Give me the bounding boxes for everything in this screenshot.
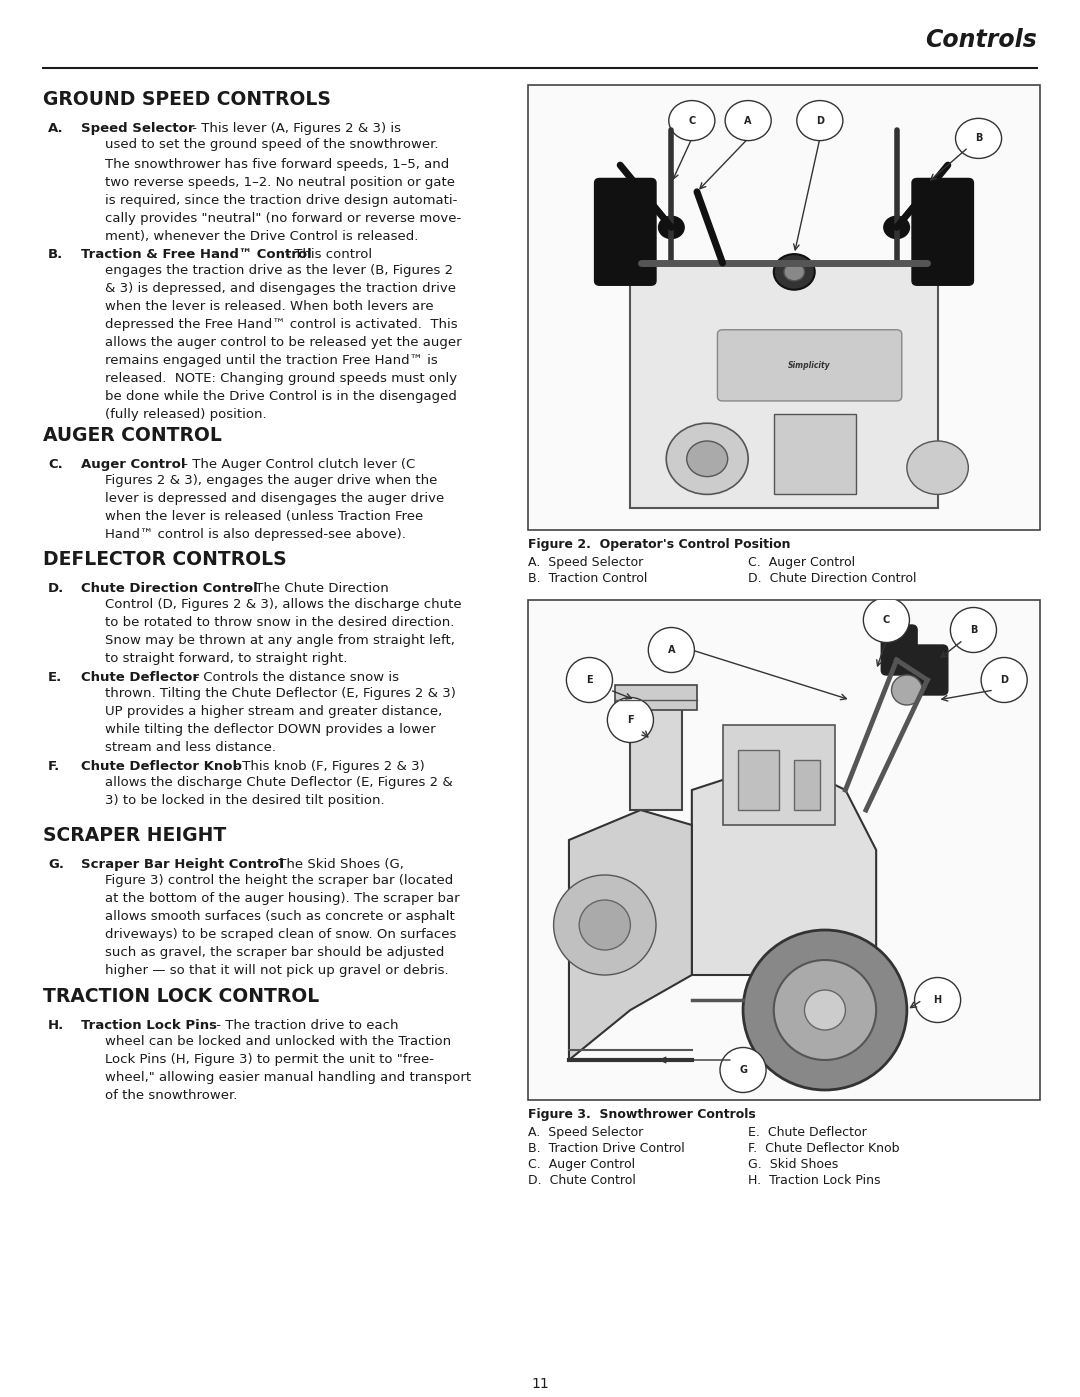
Circle shape [863, 598, 909, 643]
Text: used to set the ground speed of the snowthrower.: used to set the ground speed of the snow… [105, 138, 438, 151]
Text: engages the traction drive as the lever (B, Figures 2
& 3) is depressed, and dis: engages the traction drive as the lever … [105, 264, 461, 420]
Text: - The Auger Control clutch lever (C: - The Auger Control clutch lever (C [179, 458, 415, 471]
Bar [631, 700, 681, 810]
Text: F.  Chute Deflector Knob: F. Chute Deflector Knob [748, 1141, 900, 1155]
Bar [615, 685, 697, 710]
Circle shape [784, 263, 805, 281]
Text: C.  Auger Control: C. Auger Control [528, 1158, 635, 1171]
Circle shape [720, 1048, 766, 1092]
Text: - This knob (F, Figures 2 & 3): - This knob (F, Figures 2 & 3) [229, 760, 424, 773]
Circle shape [797, 101, 842, 141]
Text: Figure 3) control the height the scraper bar (located
at the bottom of the auger: Figure 3) control the height the scraper… [105, 875, 460, 977]
Text: DEFLECTOR CONTROLS: DEFLECTOR CONTROLS [43, 550, 286, 569]
Text: A: A [667, 645, 675, 655]
Text: D: D [1000, 675, 1008, 685]
Text: H.: H. [48, 1018, 64, 1032]
Bar [794, 760, 820, 810]
Text: A.  Speed Selector: A. Speed Selector [528, 1126, 644, 1139]
Circle shape [773, 960, 876, 1060]
Text: Simplicity: Simplicity [788, 360, 831, 370]
Text: A.: A. [48, 122, 64, 136]
Bar [528, 85, 1040, 529]
FancyBboxPatch shape [912, 179, 973, 285]
Text: 11: 11 [531, 1377, 549, 1391]
Circle shape [666, 423, 748, 495]
Text: D.  Chute Direction Control: D. Chute Direction Control [748, 571, 917, 585]
Text: Controls: Controls [926, 28, 1037, 52]
Text: G.: G. [48, 858, 64, 870]
Circle shape [956, 119, 1001, 158]
Text: B.  Traction Drive Control: B. Traction Drive Control [528, 1141, 685, 1155]
Text: Control (D, Figures 2 & 3), allows the discharge chute
to be rotated to throw sn: Control (D, Figures 2 & 3), allows the d… [105, 598, 461, 665]
Circle shape [907, 441, 969, 495]
Polygon shape [569, 810, 692, 1060]
Circle shape [743, 930, 907, 1090]
Text: Auger Control: Auger Control [81, 458, 186, 471]
Text: B: B [970, 624, 977, 636]
Text: - Controls the distance snow is: - Controls the distance snow is [190, 671, 399, 685]
Text: - This control: - This control [281, 249, 373, 261]
Circle shape [607, 697, 653, 742]
Text: D.  Chute Control: D. Chute Control [528, 1173, 636, 1187]
Circle shape [725, 101, 771, 141]
Text: Traction Lock Pins: Traction Lock Pins [81, 1018, 217, 1032]
Circle shape [554, 875, 656, 975]
Text: B: B [975, 133, 982, 144]
Polygon shape [692, 760, 876, 975]
Circle shape [773, 254, 814, 289]
FancyBboxPatch shape [881, 624, 917, 675]
Text: - The Chute Direction: - The Chute Direction [242, 583, 389, 595]
Circle shape [981, 658, 1027, 703]
Text: Figures 2 & 3), engages the auger drive when the
lever is depressed and disengag: Figures 2 & 3), engages the auger drive … [105, 474, 444, 541]
Text: Traction & Free Hand™ Control: Traction & Free Hand™ Control [81, 249, 312, 261]
FancyBboxPatch shape [595, 179, 656, 285]
Circle shape [883, 217, 909, 239]
Text: thrown. Tilting the Chute Deflector (E, Figures 2 & 3)
UP provides a higher stre: thrown. Tilting the Chute Deflector (E, … [105, 687, 456, 754]
Bar [773, 415, 855, 495]
Circle shape [950, 608, 997, 652]
Text: A.  Speed Selector: A. Speed Selector [528, 556, 644, 569]
Bar [723, 725, 835, 826]
Circle shape [659, 217, 684, 239]
Text: H.  Traction Lock Pins: H. Traction Lock Pins [748, 1173, 880, 1187]
Text: D: D [815, 116, 824, 126]
Text: B.: B. [48, 249, 64, 261]
Text: C.  Auger Control: C. Auger Control [748, 556, 855, 569]
Text: TRACTION LOCK CONTROL: TRACTION LOCK CONTROL [43, 988, 320, 1006]
Text: F.: F. [48, 760, 60, 773]
Circle shape [648, 627, 694, 672]
Circle shape [891, 675, 922, 705]
Bar [528, 599, 1040, 1099]
Text: GROUND SPEED CONTROLS: GROUND SPEED CONTROLS [43, 89, 330, 109]
Text: Figure 2.  Operator's Control Position: Figure 2. Operator's Control Position [528, 538, 791, 550]
Text: Figure 3.  Snowthrower Controls: Figure 3. Snowthrower Controls [528, 1108, 756, 1120]
Text: The snowthrower has five forward speeds, 1–5, and
two reverse speeds, 1–2. No ne: The snowthrower has five forward speeds,… [105, 158, 461, 243]
Text: E: E [586, 675, 593, 685]
Text: D.: D. [48, 583, 64, 595]
Circle shape [566, 658, 612, 703]
Text: allows the discharge Chute Deflector (E, Figures 2 &
3) to be locked in the desi: allows the discharge Chute Deflector (E,… [105, 775, 453, 807]
Text: SCRAPER HEIGHT: SCRAPER HEIGHT [43, 826, 226, 845]
Text: A: A [744, 116, 752, 126]
Text: F: F [627, 715, 634, 725]
Text: - The traction drive to each: - The traction drive to each [212, 1018, 399, 1032]
Text: G.  Skid Shoes: G. Skid Shoes [748, 1158, 838, 1171]
FancyBboxPatch shape [912, 645, 948, 694]
Text: C: C [882, 615, 890, 624]
Text: - This lever (A, Figures 2 & 3) is: - This lever (A, Figures 2 & 3) is [188, 122, 401, 136]
Text: H: H [933, 995, 942, 1004]
Circle shape [915, 978, 960, 1023]
Text: Speed Selector: Speed Selector [81, 122, 194, 136]
Circle shape [669, 101, 715, 141]
Text: C: C [688, 116, 696, 126]
Text: E.  Chute Deflector: E. Chute Deflector [748, 1126, 867, 1139]
Text: E.: E. [48, 671, 63, 685]
Text: - The Skid Shoes (G,: - The Skid Shoes (G, [265, 858, 404, 870]
Text: G: G [739, 1065, 747, 1076]
Text: Chute Deflector Knob: Chute Deflector Knob [81, 760, 242, 773]
Bar [738, 750, 779, 810]
Text: wheel can be locked and unlocked with the Traction
Lock Pins (H, Figure 3) to pe: wheel can be locked and unlocked with th… [105, 1035, 471, 1102]
Text: Chute Deflector: Chute Deflector [81, 671, 199, 685]
FancyBboxPatch shape [717, 330, 902, 401]
Circle shape [687, 441, 728, 476]
